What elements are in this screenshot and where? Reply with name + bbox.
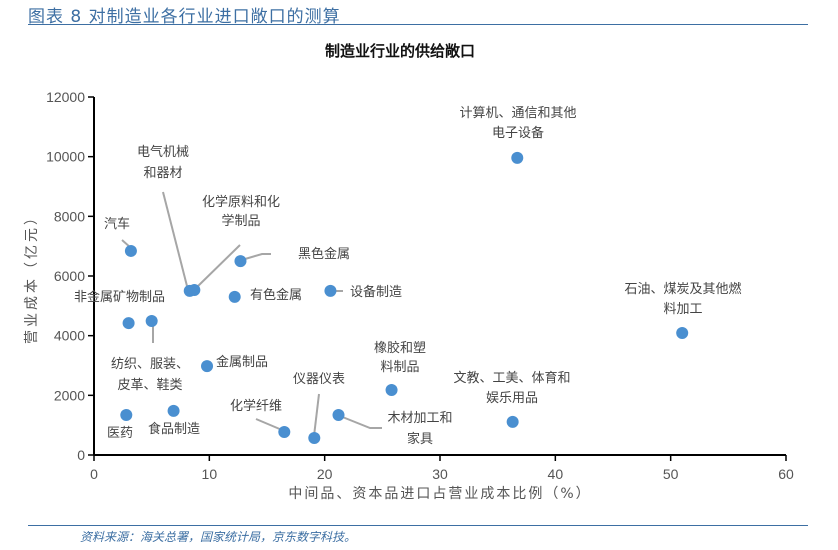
y-tick-label: 4000 [54, 328, 85, 344]
point-label: 电子设备 [492, 125, 544, 141]
point-label: 橡胶和塑 [374, 340, 426, 356]
source-note: 资料来源：海关总署，国家统计局，京东数字科技。 [80, 530, 357, 544]
leader-line [162, 191, 189, 291]
point-label: 黑色金属 [298, 246, 350, 262]
data-point [145, 315, 158, 328]
data-point [188, 284, 201, 297]
data-point [308, 431, 321, 444]
point-label: 料制品 [380, 360, 419, 375]
point-label: 非金属矿物制品 [74, 289, 165, 305]
data-point [167, 404, 180, 417]
data-point [234, 255, 247, 268]
point-label: 文教、工美、体育和 [453, 370, 570, 386]
point-label: 料加工 [663, 302, 702, 317]
data-point [506, 415, 519, 428]
point-label: 娱乐用品 [486, 391, 538, 406]
data-point [120, 409, 133, 422]
point-label: 设备制造 [350, 284, 402, 300]
leader-line [195, 244, 241, 289]
point-label: 计算机、通信和其他 [459, 106, 576, 121]
point-label: 学制品 [221, 213, 260, 229]
point-label: 医药 [107, 426, 133, 441]
data-point [332, 409, 345, 422]
top-divider [28, 24, 808, 25]
bottom-divider [28, 525, 808, 526]
point-label: 皮革、鞋类 [117, 377, 182, 393]
point-label: 金属制品 [216, 354, 268, 370]
point-label: 电气机械 [137, 144, 189, 160]
x-tick-label: 40 [548, 466, 564, 482]
y-tick-label: 6000 [54, 268, 85, 284]
x-tick-label: 10 [202, 466, 218, 482]
point-label: 木材加工和 [387, 411, 452, 426]
data-point [676, 326, 689, 339]
leader-line [244, 253, 271, 260]
x-tick-label: 0 [90, 466, 98, 482]
data-point [511, 151, 524, 164]
data-point [201, 360, 214, 373]
y-axis-label: 营业成本（亿元） [24, 208, 40, 344]
x-axis-label: 中间品、资本品进口占营业成本比例（%） [288, 486, 591, 502]
x-tick-label: 30 [432, 466, 448, 482]
point-label: 和器材 [143, 166, 182, 181]
x-tick-label: 50 [663, 466, 679, 482]
data-point [385, 383, 398, 396]
leader-line [255, 418, 283, 431]
data-point [124, 244, 137, 257]
figure-title: 图表 8 对制造业各行业进口敞口的测算 [28, 7, 341, 27]
point-label: 汽车 [104, 216, 130, 232]
data-point [122, 317, 135, 330]
y-tick-label: 8000 [54, 208, 85, 224]
y-tick-label: 0 [77, 447, 85, 463]
x-tick-label: 60 [778, 466, 794, 482]
data-point [278, 426, 291, 439]
point-label: 家具 [407, 431, 433, 447]
point-label: 化学原料和化 [202, 194, 280, 210]
point-label: 化学纤维 [230, 398, 282, 414]
point-label: 石油、煤炭及其他燃 [624, 281, 741, 297]
point-label: 仪器仪表 [293, 372, 345, 387]
y-tick-label: 12000 [46, 89, 85, 105]
point-label: 食品制造 [148, 421, 200, 437]
leader-line [339, 415, 382, 429]
y-tick-label: 2000 [54, 387, 85, 403]
chart-title: 制造业行业的供给敞口 [325, 42, 475, 60]
point-label: 纺织、服装、 [111, 357, 189, 372]
point-label: 有色金属 [250, 287, 302, 303]
data-point [228, 290, 241, 303]
data-point [324, 284, 337, 297]
x-tick-label: 20 [317, 466, 333, 482]
leader-line [313, 393, 320, 437]
y-tick-label: 10000 [46, 149, 85, 165]
